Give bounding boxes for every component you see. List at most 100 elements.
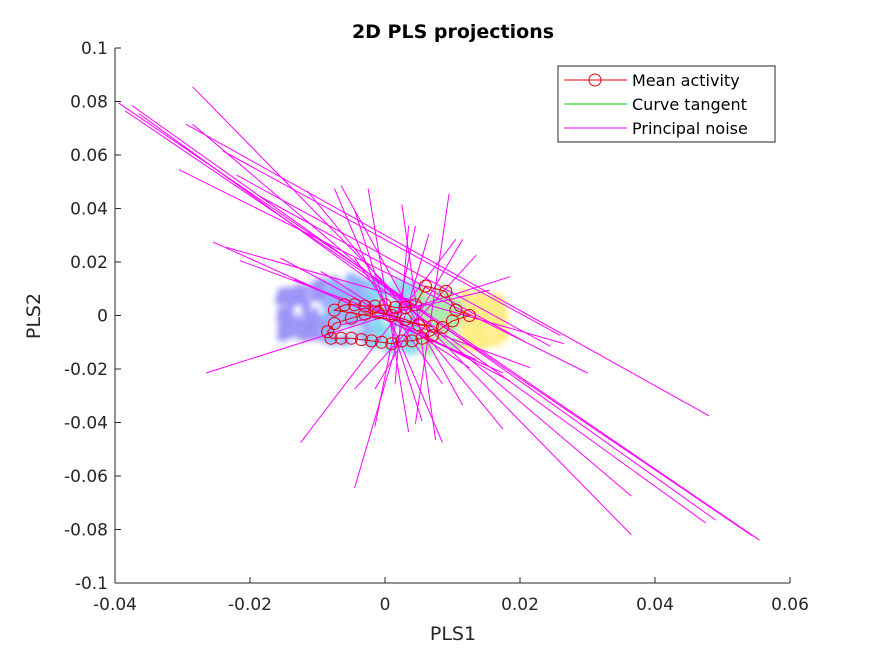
mean-activity-marker — [368, 299, 382, 313]
cloud-point — [496, 331, 507, 341]
mean-activity-marker — [439, 284, 453, 298]
mean-activity-marker — [446, 314, 459, 328]
mean-activity-marker — [327, 303, 341, 317]
cloud-point — [314, 324, 322, 332]
mean-activity-marker — [462, 309, 476, 322]
principal-noise-line — [394, 225, 410, 384]
chart-title: 2D PLS projections — [352, 21, 554, 43]
legend-marker-mean-activity — [588, 73, 602, 87]
y-tick-label: -0.02 — [64, 360, 108, 380]
cloud-point — [492, 303, 504, 315]
principal-noise-line — [280, 257, 511, 382]
y-tick-label: -0.08 — [64, 521, 108, 541]
cloud-point — [298, 295, 310, 306]
principal-noise-line — [259, 196, 524, 342]
cloud-point — [285, 296, 298, 309]
cloud-point — [296, 319, 305, 329]
principal-noise-line — [354, 233, 430, 489]
principal-noise-line — [414, 193, 450, 424]
x-tick-label: 0.06 — [771, 595, 809, 615]
cloud-point — [365, 328, 374, 337]
cloud-point — [319, 293, 326, 301]
cloud-point — [301, 325, 309, 333]
cloud-point — [459, 327, 470, 339]
legend-label-curve-tangent: Curve tangent — [632, 95, 747, 114]
mean-activity-marker — [324, 331, 338, 345]
cloud-point — [311, 291, 321, 301]
mean-activity-marker — [412, 318, 426, 332]
mean-activity-marker — [378, 298, 392, 312]
cloud-point — [284, 312, 295, 323]
cloud-point — [460, 321, 467, 328]
principal-noise-line — [354, 254, 477, 390]
y-axis-title: PLS2 — [23, 293, 45, 339]
cloud-point — [457, 301, 464, 308]
cloud-point — [313, 278, 325, 291]
cloud-point — [322, 300, 333, 310]
mean-activity-marker — [398, 313, 412, 326]
principal-noise-line — [374, 225, 416, 427]
mean-activity-marker — [354, 333, 368, 347]
legend-label-principal-noise: Principal noise — [632, 119, 748, 138]
y-tick-label: -0.04 — [64, 414, 108, 434]
mean-activity-marker — [321, 325, 335, 339]
cloud-point — [322, 310, 333, 321]
principal-noise-line — [300, 238, 457, 443]
mean-activity-marker — [338, 298, 351, 312]
cloud-point — [382, 344, 390, 352]
mean-activity-marker — [385, 309, 399, 322]
cloud-point — [411, 347, 419, 355]
mean-activity-markers — [321, 279, 476, 351]
cloud-point — [370, 319, 382, 330]
cloud-point — [294, 314, 302, 322]
mean-activity-marker — [408, 298, 422, 312]
cloud-point — [301, 332, 312, 342]
mean-activity-marker — [358, 299, 372, 313]
mean-activity-marker — [344, 331, 358, 345]
y-tick-label: 0.1 — [81, 39, 108, 59]
mean-activity-marker — [395, 334, 409, 348]
principal-noise-line — [185, 123, 710, 417]
principal-noise-line — [192, 86, 632, 536]
mean-activity-marker — [415, 331, 429, 345]
principal-noise-line — [226, 246, 565, 345]
x-tick-label: 0.02 — [501, 595, 539, 615]
mean-activity-marker — [425, 329, 439, 343]
cloud-point — [311, 307, 320, 315]
mean-activity-marker — [419, 279, 432, 293]
x-tick-label: 0 — [380, 595, 391, 615]
y-tick-label: -0.06 — [64, 467, 108, 487]
x-tick-label: -0.02 — [228, 595, 272, 615]
principal-noise-line — [340, 289, 490, 326]
principal-noise-line — [205, 276, 511, 374]
principal-noise-line — [374, 239, 464, 390]
cloud-point — [482, 334, 491, 343]
y-tick-label: 0 — [97, 307, 108, 327]
cloud-point — [282, 323, 291, 331]
y-tick-label: 0.06 — [70, 146, 108, 166]
principal-noise-line — [236, 174, 551, 347]
cloud-point — [348, 339, 355, 346]
mean-activity-marker — [365, 334, 378, 348]
cloud-point — [469, 335, 478, 344]
x-tick-label: -0.04 — [93, 595, 137, 615]
cloud-point — [481, 302, 489, 310]
y-tick-label: -0.1 — [75, 574, 108, 594]
cloud-point — [385, 329, 393, 337]
mean-activity-marker — [375, 335, 389, 349]
principal-noise-line — [222, 150, 561, 337]
x-axis-title: PLS1 — [430, 623, 476, 645]
mean-activity-marker — [425, 319, 439, 333]
y-ticks: -0.1 -0.08 -0.06 -0.04 -0.02 0 0.02 0.04 0.06 0.0… — [64, 39, 121, 594]
mean-activity-marker — [348, 298, 362, 312]
mean-activity-marker — [327, 317, 341, 330]
principal-noise-lines — [118, 86, 760, 541]
y-tick-label: 0.02 — [70, 253, 108, 273]
mean-activity-marker — [334, 331, 348, 345]
cloud-point — [283, 306, 291, 314]
y-tick-label: 0.04 — [70, 200, 108, 220]
cloud-point — [477, 325, 486, 334]
mean-activity-marker — [344, 311, 358, 325]
mean-activity-marker — [435, 321, 449, 334]
